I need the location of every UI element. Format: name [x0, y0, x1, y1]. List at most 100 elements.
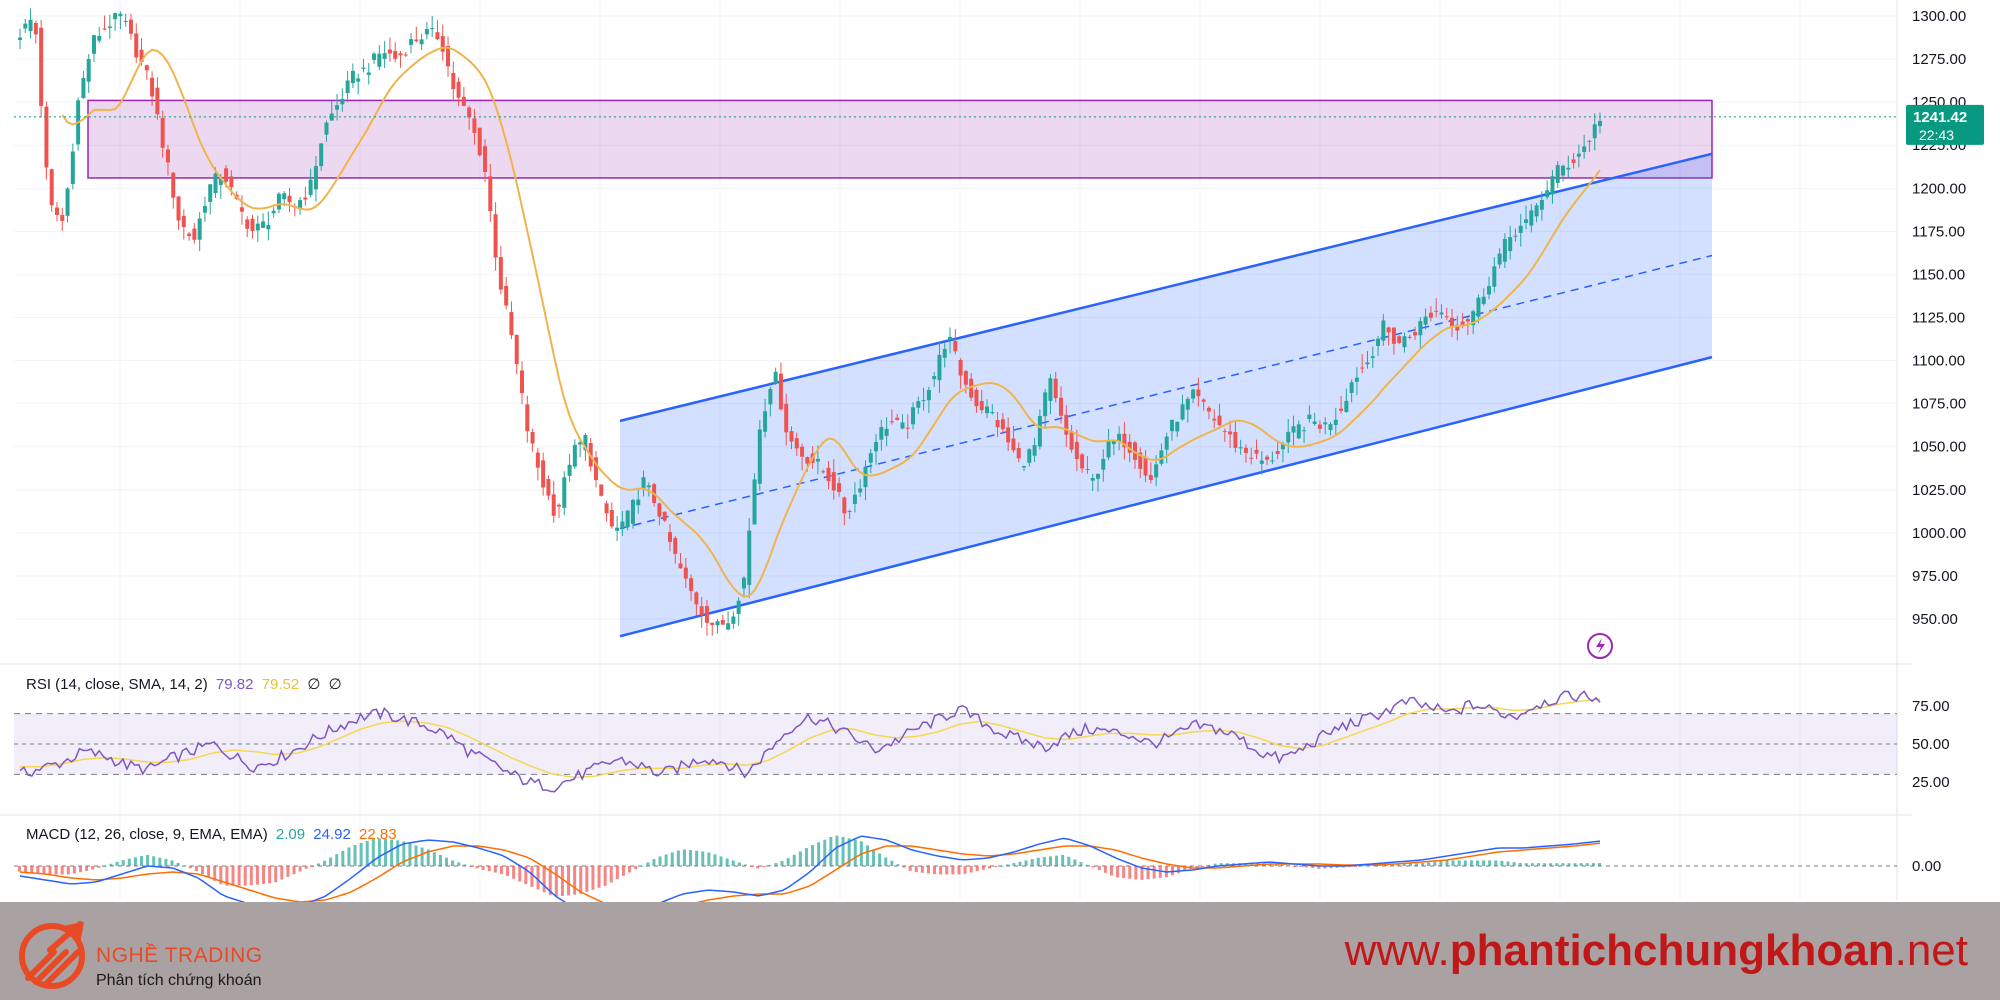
macd-histogram-bar: [402, 841, 406, 866]
macd-histogram-bar: [48, 866, 52, 875]
rsi-legend[interactable]: RSI (14, close, SMA, 14, 2) 79.82 79.52 …: [26, 675, 346, 693]
macd-legend[interactable]: MACD (12, 26, close, 9, EMA, EMA) 2.09 2…: [26, 826, 401, 843]
candle: [689, 574, 694, 601]
candle: [1180, 394, 1185, 421]
candle: [239, 195, 244, 225]
macd-histogram-bar: [786, 858, 790, 866]
candle-body: [340, 98, 345, 105]
candle: [789, 426, 794, 450]
candle: [335, 93, 340, 121]
candle-body: [213, 173, 218, 193]
candle-body: [900, 422, 905, 429]
macd-histogram-bar: [1421, 863, 1425, 866]
candle: [1191, 388, 1196, 404]
candle: [1354, 367, 1359, 396]
macd-histogram-bar: [274, 866, 278, 883]
candle: [366, 63, 371, 85]
candle: [1212, 409, 1217, 428]
candle-body: [266, 224, 271, 230]
candle-body: [1243, 447, 1248, 453]
macd-histogram-bar: [1079, 862, 1083, 866]
candle: [1323, 417, 1328, 435]
candle: [1286, 419, 1291, 454]
candle-body: [805, 457, 810, 464]
macd-histogram-bar: [426, 849, 430, 866]
macd-histogram-bar: [304, 866, 308, 869]
candle-body: [1291, 426, 1296, 433]
macd-histogram-bar: [634, 866, 638, 870]
candle-body: [1481, 296, 1486, 304]
macd-histogram-bar: [567, 866, 571, 896]
price-axis-label: 1050.00: [1912, 439, 1966, 456]
candle: [28, 8, 33, 39]
candle-body: [361, 67, 366, 69]
candle: [313, 156, 318, 202]
candle-body: [1339, 408, 1344, 411]
candle-body: [319, 143, 324, 167]
macd-histogram-bar: [42, 866, 46, 875]
candle: [287, 187, 292, 212]
rsi-sma-legend-value: 79.52: [261, 676, 300, 693]
candle-body: [44, 106, 49, 168]
candle-body: [398, 53, 403, 56]
candle: [551, 480, 556, 523]
website-link[interactable]: www.phantichchungkhoan.net: [1345, 926, 1968, 976]
macd-histogram-bar: [390, 839, 394, 866]
rsi-axis-label: 75.00: [1912, 698, 1950, 715]
macd-histogram-bar: [438, 854, 442, 866]
macd-histogram-bar: [1335, 866, 1339, 868]
candle: [39, 19, 44, 118]
candle: [636, 489, 641, 514]
macd-histogram-bar: [85, 866, 89, 871]
macd-histogram-bar: [1103, 866, 1107, 873]
candle: [1423, 308, 1428, 330]
candle: [60, 207, 65, 232]
candle-body: [1434, 310, 1439, 312]
candle: [1365, 351, 1370, 369]
candle-body: [1016, 447, 1021, 459]
macd-histogram-bar: [1274, 864, 1278, 866]
candle-body: [741, 577, 746, 589]
macd-histogram-bar: [524, 866, 528, 885]
alert-bolt-icon: [1587, 633, 1613, 659]
macd-histogram-bar: [1408, 863, 1412, 866]
macd-histogram-bar: [1506, 861, 1510, 866]
candle-body: [1402, 336, 1407, 348]
candle: [1561, 164, 1566, 182]
candle: [1201, 398, 1206, 411]
candle-body: [747, 530, 752, 585]
macd-histogram-bar: [36, 866, 40, 874]
candle: [1117, 426, 1122, 451]
candle-body: [699, 606, 704, 616]
candle-body: [1275, 450, 1280, 454]
candle-body: [1006, 427, 1011, 443]
macd-histogram-bar: [896, 864, 900, 866]
candle: [435, 19, 440, 41]
candle: [800, 443, 805, 471]
resistance-zone: [87, 99, 1713, 179]
grid-lines: [14, 0, 1897, 900]
candle: [868, 448, 873, 474]
macd-histogram-bar: [1299, 866, 1303, 867]
last-price-label: 1241.42: [1913, 109, 1967, 126]
candle: [1370, 346, 1375, 368]
candle: [1122, 422, 1127, 460]
candle-body: [1460, 321, 1465, 325]
candle-body: [1423, 316, 1428, 325]
candle: [1598, 112, 1602, 134]
candle: [1333, 407, 1338, 435]
candle-body: [387, 49, 392, 54]
candle-body: [113, 13, 118, 20]
candle-body: [477, 127, 482, 156]
candle: [821, 469, 826, 474]
macd-histogram-bar: [884, 857, 888, 866]
candle-body: [1550, 176, 1555, 195]
channel-mid-line: [619, 254, 1713, 530]
candle: [1106, 428, 1111, 461]
price-axis-label: 1275.00: [1912, 51, 1966, 68]
candle-body: [1476, 297, 1481, 317]
candle-body: [715, 621, 720, 626]
candle-body: [118, 13, 123, 17]
candle-body: [720, 620, 725, 625]
